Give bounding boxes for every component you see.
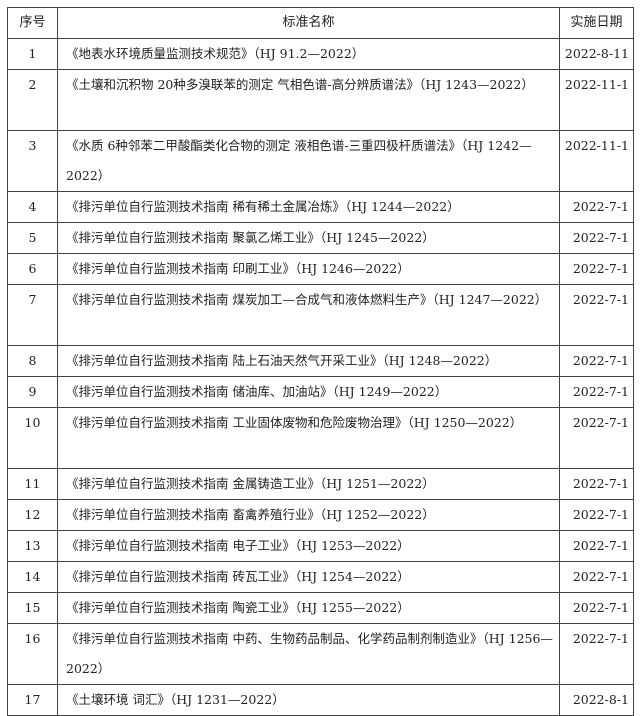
row-number: 15: [7, 592, 58, 624]
implementation-date: 2022-7-1: [559, 592, 634, 624]
standard-name: 《排污单位自行监测技术指南 稀有稀土金属冶炼》（HJ 1244—2022）: [57, 191, 560, 223]
header-row: 序号 标准名称 实施日期: [7, 7, 634, 39]
implementation-date: 2022-7-1: [559, 407, 634, 469]
row-number: 10: [7, 407, 58, 469]
implementation-date: 2022-7-1: [559, 530, 634, 562]
header-name: 标准名称: [57, 7, 560, 39]
implementation-date: 2022-7-1: [559, 623, 634, 685]
row-number: 3: [7, 130, 58, 192]
standard-name: 《排污单位自行监测技术指南 聚氯乙烯工业》（HJ 1245—2022）: [57, 222, 560, 254]
table-row: 15 《排污单位自行监测技术指南 陶瓷工业》（HJ 1255—2022） 2022-…: [7, 592, 634, 624]
standard-name: 《排污单位自行监测技术指南 金属铸造工业》（HJ 1251—2022）: [57, 468, 560, 500]
table-row: 6 《排污单位自行监测技术指南 印刷工业》（HJ 1246—2022） 2022-7…: [7, 253, 634, 285]
standard-name: 《排污单位自行监测技术指南 储油库、加油站》（HJ 1249—2022）: [57, 376, 560, 408]
implementation-date: 2022-7-1: [559, 561, 634, 593]
table-row: 5 《排污单位自行监测技术指南 聚氯乙烯工业》（HJ 1245—2022） 2022…: [7, 222, 634, 254]
row-number: 14: [7, 561, 58, 593]
implementation-date: 2022-7-1: [559, 222, 634, 254]
table-row: 11 《排污单位自行监测技术指南 金属铸造工业》（HJ 1251—2022） 202…: [7, 468, 634, 500]
standard-name: 《水质 6种邻苯二甲酸酯类化合物的测定 液相色谱-三重四极杆质谱法》（HJ 12…: [57, 130, 560, 192]
table-row: 3 《水质 6种邻苯二甲酸酯类化合物的测定 液相色谱-三重四极杆质谱法》（HJ 1…: [7, 130, 634, 192]
standard-name: 《地表水环境质量监测技术规范》（HJ 91.2—2022）: [57, 38, 560, 70]
row-number: 16: [7, 623, 58, 685]
implementation-date: 2022-8-11: [559, 38, 634, 70]
standard-name: 《排污单位自行监测技术指南 印刷工业》（HJ 1246—2022）: [57, 253, 560, 285]
table-row: 16 《排污单位自行监测技术指南 中药、生物药品制品、化学药品制剂制造业》（HJ …: [7, 623, 634, 685]
table-row: 4 《排污单位自行监测技术指南 稀有稀土金属冶炼》（HJ 1244—2022） 20…: [7, 191, 634, 223]
header-date: 实施日期: [559, 7, 634, 39]
row-number: 2: [7, 69, 58, 131]
row-number: 8: [7, 345, 58, 377]
row-number: 5: [7, 222, 58, 254]
standard-name: 《排污单位自行监测技术指南 煤炭加工—合成气和液体燃料生产》（HJ 1247—2…: [57, 284, 560, 346]
row-number: 7: [7, 284, 58, 346]
implementation-date: 2022-7-1: [559, 376, 634, 408]
table-row: 7 《排污单位自行监测技术指南 煤炭加工—合成气和液体燃料生产》（HJ 1247—…: [7, 284, 634, 346]
standard-name: 《土壤环境 词汇》（HJ 1231—2022）: [57, 684, 560, 716]
table-row: 13 《排污单位自行监测技术指南 电子工业》（HJ 1253—2022） 2022-…: [7, 530, 634, 562]
table-row: 1 《地表水环境质量监测技术规范》（HJ 91.2—2022） 2022-8-11: [7, 38, 634, 70]
table-row: 9 《排污单位自行监测技术指南 储油库、加油站》（HJ 1249—2022） 202…: [7, 376, 634, 408]
row-number: 6: [7, 253, 58, 285]
row-number: 9: [7, 376, 58, 408]
implementation-date: 2022-7-1: [559, 468, 634, 500]
standard-name: 《土壤和沉积物 20种多溴联苯的测定 气相色谱-高分辨质谱法》（HJ 1243—…: [57, 69, 560, 131]
row-number: 4: [7, 191, 58, 223]
table-row: 2 《土壤和沉积物 20种多溴联苯的测定 气相色谱-高分辨质谱法》（HJ 1243…: [7, 69, 634, 131]
implementation-date: 2022-7-1: [559, 345, 634, 377]
table-row: 10 《排污单位自行监测技术指南 工业固体废物和危险废物治理》（HJ 1250—2…: [7, 407, 634, 469]
table-row: 12 《排污单位自行监测技术指南 畜禽养殖行业》（HJ 1252—2022） 202…: [7, 499, 634, 531]
standard-name: 《排污单位自行监测技术指南 陶瓷工业》（HJ 1255—2022）: [57, 592, 560, 624]
table-row: 14 《排污单位自行监测技术指南 砖瓦工业》（HJ 1254—2022） 2022-…: [7, 561, 634, 593]
standards-table: 序号 标准名称 实施日期 1 《地表水环境质量监测技术规范》（HJ 91.2—20…: [7, 7, 634, 716]
row-number: 12: [7, 499, 58, 531]
row-number: 11: [7, 468, 58, 500]
implementation-date: 2022-7-1: [559, 284, 634, 346]
standard-name: 《排污单位自行监测技术指南 畜禽养殖行业》（HJ 1252—2022）: [57, 499, 560, 531]
implementation-date: 2022-7-1: [559, 499, 634, 531]
row-number: 13: [7, 530, 58, 562]
standard-name: 《排污单位自行监测技术指南 陆上石油天然气开采工业》（HJ 1248—2022）: [57, 345, 560, 377]
implementation-date: 2022-7-1: [559, 191, 634, 223]
table-row: 8 《排污单位自行监测技术指南 陆上石油天然气开采工业》（HJ 1248—2022…: [7, 345, 634, 377]
standard-name: 《排污单位自行监测技术指南 工业固体废物和危险废物治理》（HJ 1250—202…: [57, 407, 560, 469]
standard-name: 《排污单位自行监测技术指南 中药、生物药品制品、化学药品制剂制造业》（HJ 12…: [57, 623, 560, 685]
standard-name: 《排污单位自行监测技术指南 砖瓦工业》（HJ 1254—2022）: [57, 561, 560, 593]
implementation-date: 2022-11-1: [559, 130, 634, 192]
implementation-date: 2022-8-1: [559, 684, 634, 716]
implementation-date: 2022-7-1: [559, 253, 634, 285]
standard-name: 《排污单位自行监测技术指南 电子工业》（HJ 1253—2022）: [57, 530, 560, 562]
implementation-date: 2022-11-1: [559, 69, 634, 131]
table-row: 17 《土壤环境 词汇》（HJ 1231—2022） 2022-8-1: [7, 684, 634, 716]
row-number: 17: [7, 684, 58, 716]
header-no: 序号: [7, 7, 58, 39]
row-number: 1: [7, 38, 58, 70]
